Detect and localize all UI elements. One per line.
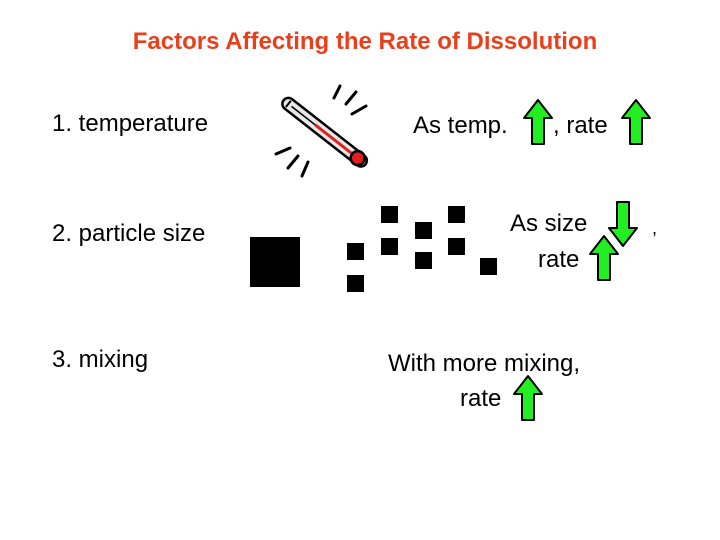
factor-mixing: 3. mixing	[52, 346, 149, 373]
small-particle-block	[415, 222, 432, 239]
thermometer-icon	[274, 84, 369, 178]
small-particle-block	[448, 238, 465, 255]
small-particle-block	[381, 206, 398, 223]
small-particle-block	[415, 252, 432, 269]
small-particle-block	[448, 206, 465, 223]
temperature-statement-start: As temp.	[413, 112, 508, 139]
factor-temperature: 1. temperature	[52, 110, 209, 137]
size-statement-comma: ,	[652, 218, 658, 238]
small-particle-block	[347, 275, 364, 292]
small-particle-block	[347, 243, 364, 260]
green-up-arrow-icon	[523, 99, 553, 145]
size-statement-line2: rate	[538, 246, 580, 273]
page-title: Factors Affecting the Rate of Dissolutio…	[132, 28, 598, 55]
green-down-arrow-icon	[608, 201, 638, 247]
small-particle-block	[381, 238, 398, 255]
mixing-statement-line2: rate	[460, 385, 502, 412]
factor-particle-size: 2. particle size	[52, 220, 206, 247]
small-particle-block	[480, 258, 497, 275]
temperature-statement-rate: , rate	[553, 112, 608, 139]
mixing-statement-line1: With more mixing,	[388, 350, 581, 377]
green-up-arrow-icon	[513, 375, 543, 421]
large-particle-block	[250, 237, 300, 287]
green-up-arrow-icon	[621, 99, 651, 145]
size-statement-line1: As size	[510, 210, 588, 237]
green-up-arrow-icon	[589, 235, 619, 281]
